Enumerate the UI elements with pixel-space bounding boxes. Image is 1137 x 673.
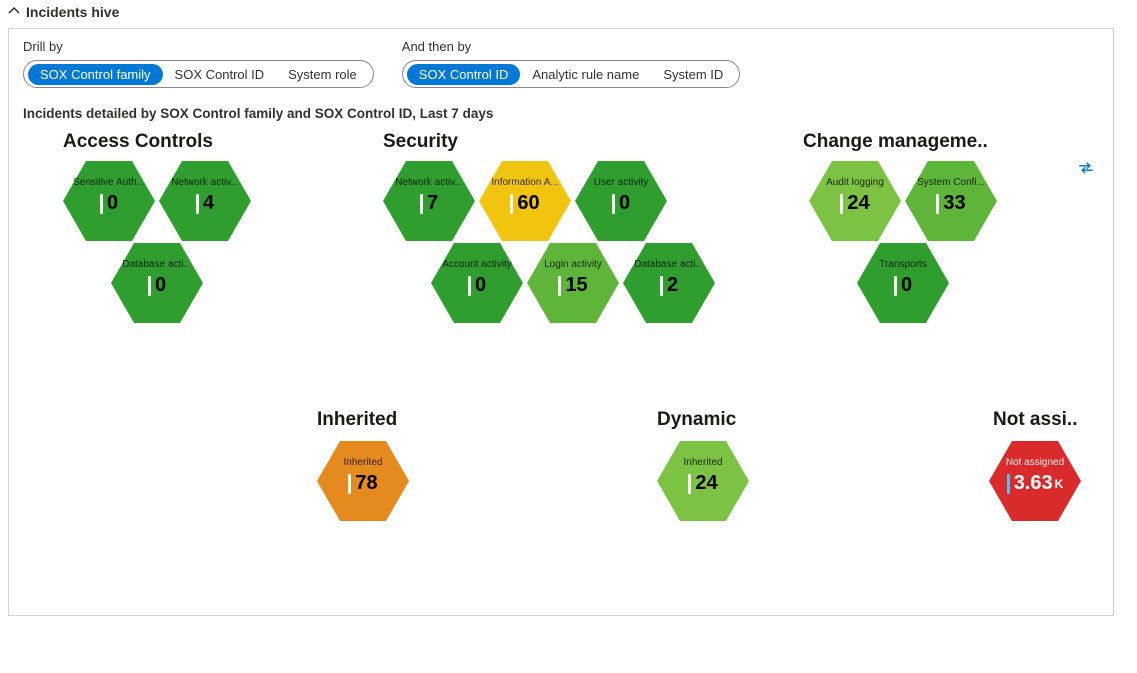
drill-primary-option-2[interactable]: System role — [276, 64, 369, 85]
drill-primary-option-1[interactable]: SOX Control ID — [163, 64, 277, 85]
drill-secondary-option-1[interactable]: Analytic rule name — [520, 64, 651, 85]
hex-label: Information A... — [491, 177, 558, 188]
hex-dynamic-0[interactable]: Inherited 24 — [657, 441, 749, 521]
group-title-access: Access Controls — [63, 131, 213, 153]
hex-label: Database acti... — [122, 259, 191, 270]
hex-label: System Confi... — [917, 177, 985, 188]
drill-row: Drill by SOX Control family SOX Control … — [23, 39, 1099, 88]
hex-value: 15 — [565, 274, 587, 297]
card: Drill by SOX Control family SOX Control … — [8, 28, 1114, 616]
drill-secondary-group: SOX Control ID Analytic rule name System… — [402, 60, 741, 88]
hex-label: Not assigned — [1006, 457, 1064, 468]
group-title-notassigned: Not assi.. — [993, 409, 1077, 431]
hex-value: 24 — [695, 472, 717, 495]
hex-change-0[interactable]: Audit logging 24 — [809, 161, 901, 241]
hex-value: 0 — [107, 192, 118, 215]
hex-security-5[interactable]: Database acti... 2 — [623, 243, 715, 323]
hex-security-4[interactable]: Login activity 15 — [527, 243, 619, 323]
hex-label: Sensitive Auth... — [73, 177, 145, 188]
drill-secondary-option-0[interactable]: SOX Control ID — [407, 64, 521, 85]
drill-secondary-option-2[interactable]: System ID — [651, 64, 735, 85]
hex-security-2[interactable]: User activity 0 — [575, 161, 667, 241]
hex-label: Database acti... — [634, 259, 703, 270]
group-title-dynamic: Dynamic — [657, 409, 736, 431]
hex-value: 24 — [847, 192, 869, 215]
hex-value: 60 — [517, 192, 539, 215]
group-title-inherited: Inherited — [317, 409, 397, 431]
hex-value: 0 — [619, 192, 630, 215]
drill-primary-label: Drill by — [23, 39, 374, 54]
hex-change-1[interactable]: System Confi... 33 — [905, 161, 997, 241]
section-title: Incidents hive — [26, 4, 119, 20]
hex-security-3[interactable]: Account activity 0 — [431, 243, 523, 323]
hex-label: User activity — [594, 177, 648, 188]
hex-label: Transports — [879, 259, 926, 270]
hive-area: Access Controls Sensitive Auth... 0 Netwo… — [23, 131, 1099, 601]
hex-label: Account activity — [442, 259, 511, 270]
hex-value: 78 — [355, 472, 377, 495]
hex-security-1[interactable]: Information A... 60 — [479, 161, 571, 241]
hex-access-2[interactable]: Database acti... 0 — [111, 243, 203, 323]
hex-value: 0 — [901, 274, 912, 297]
hex-label: Login activity — [544, 259, 602, 270]
hex-label: Inherited — [344, 457, 383, 468]
group-title-security: Security — [383, 131, 458, 153]
hex-label: Inherited — [684, 457, 723, 468]
subtitle: Incidents detailed by SOX Control family… — [23, 106, 1099, 121]
hex-access-1[interactable]: Network activ... 4 — [159, 161, 251, 241]
drill-primary-option-0[interactable]: SOX Control family — [28, 64, 163, 85]
hex-value: 2 — [667, 274, 678, 297]
hex-value: 3.63 — [1014, 472, 1053, 495]
chevron-up-icon — [8, 5, 20, 20]
section-header[interactable]: Incidents hive — [8, 4, 1129, 20]
hex-value: 4 — [203, 192, 214, 215]
hex-security-0[interactable]: Network activ... 7 — [383, 161, 475, 241]
hex-notassigned-0[interactable]: Not assigned3.63 K — [989, 441, 1081, 521]
hex-value: 33 — [943, 192, 965, 215]
hex-label: Network activ... — [171, 177, 239, 188]
hex-value: 0 — [155, 274, 166, 297]
group-title-change: Change manageme.. — [803, 131, 988, 153]
hex-label: Network activ... — [395, 177, 463, 188]
hex-access-0[interactable]: Sensitive Auth... 0 — [63, 161, 155, 241]
drill-primary-group: SOX Control family SOX Control ID System… — [23, 60, 374, 88]
hex-value: 7 — [427, 192, 438, 215]
hex-inherited-0[interactable]: Inherited 78 — [317, 441, 409, 521]
drill-secondary-label: And then by — [402, 39, 741, 54]
hex-value: 0 — [475, 274, 486, 297]
hex-change-2[interactable]: Transports 0 — [857, 243, 949, 323]
hex-label: Audit logging — [826, 177, 884, 188]
